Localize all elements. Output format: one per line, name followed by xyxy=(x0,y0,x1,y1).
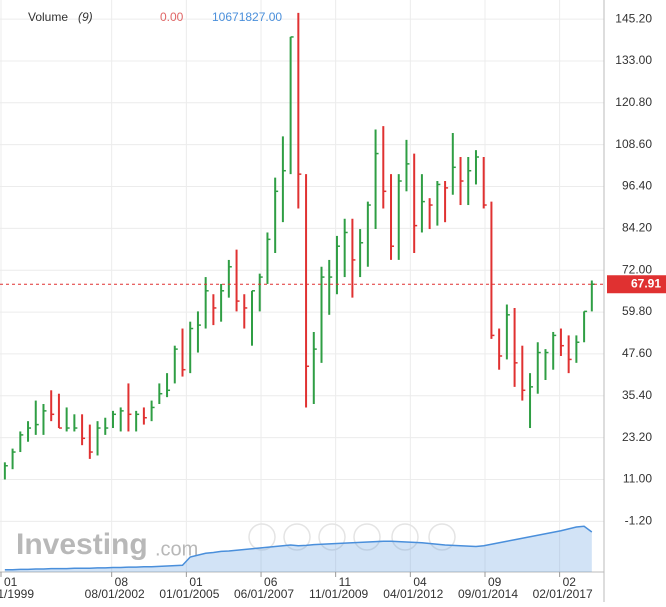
toolbar xyxy=(248,523,456,551)
y-tick-label: -1.20 xyxy=(625,514,653,528)
volume-line xyxy=(4,525,593,571)
y-tick-label: 59.80 xyxy=(622,304,652,318)
x-tick-label: 02 xyxy=(563,575,577,589)
y-tick-label: 120.80 xyxy=(615,95,652,109)
x-tick-date: 04/01/2012 xyxy=(383,587,443,601)
y-tick-label: 72.00 xyxy=(622,262,652,276)
watermark-brand: Investing xyxy=(16,528,148,561)
y-tick-label: 145.20 xyxy=(615,11,652,25)
y-tick-label: 11.00 xyxy=(623,472,652,486)
x-tick-label: 08 xyxy=(115,575,129,589)
y-tick-label: 84.20 xyxy=(622,221,652,235)
x-tick-date: 01/01/2005 xyxy=(159,587,219,601)
legend-value: 0.00 xyxy=(160,10,184,24)
legend-period: (9) xyxy=(78,10,93,24)
y-tick-label: 35.40 xyxy=(622,388,652,402)
x-tick-date: 11/01/2009 xyxy=(309,587,368,601)
x-tick-label: 06 xyxy=(264,575,278,589)
y-tick-label: 108.60 xyxy=(615,137,652,151)
grid xyxy=(0,0,604,572)
volume-area xyxy=(4,526,592,572)
x-tick-date: 08/01/2002 xyxy=(85,587,145,601)
x-tick-label: 11 xyxy=(339,575,352,589)
last-price-label: 67.91 xyxy=(631,276,661,290)
x-tick-label: 04 xyxy=(413,575,427,589)
y-tick-label: 23.20 xyxy=(622,430,652,444)
x-tick-date: 09/01/2014 xyxy=(458,587,518,601)
legend-indicator: Volume xyxy=(28,10,68,24)
x-tick-date: 02/01/2017 xyxy=(533,587,593,601)
y-tick-label: 96.40 xyxy=(622,179,652,193)
y-tick-label: 47.60 xyxy=(622,346,652,360)
watermark-suffix: .com xyxy=(155,538,198,560)
x-tick-label: 01 xyxy=(189,575,203,589)
last-price-box xyxy=(607,275,666,294)
x-tick-date: 06/01/2007 xyxy=(234,587,294,601)
legend-value: 10671827.00 xyxy=(212,10,282,24)
y-tick-label: 133.00 xyxy=(615,53,652,67)
x-tick-date: 01/01/1999 xyxy=(0,587,34,601)
x-tick-label: 09 xyxy=(488,575,502,589)
x-tick-label: 01 xyxy=(4,575,18,589)
